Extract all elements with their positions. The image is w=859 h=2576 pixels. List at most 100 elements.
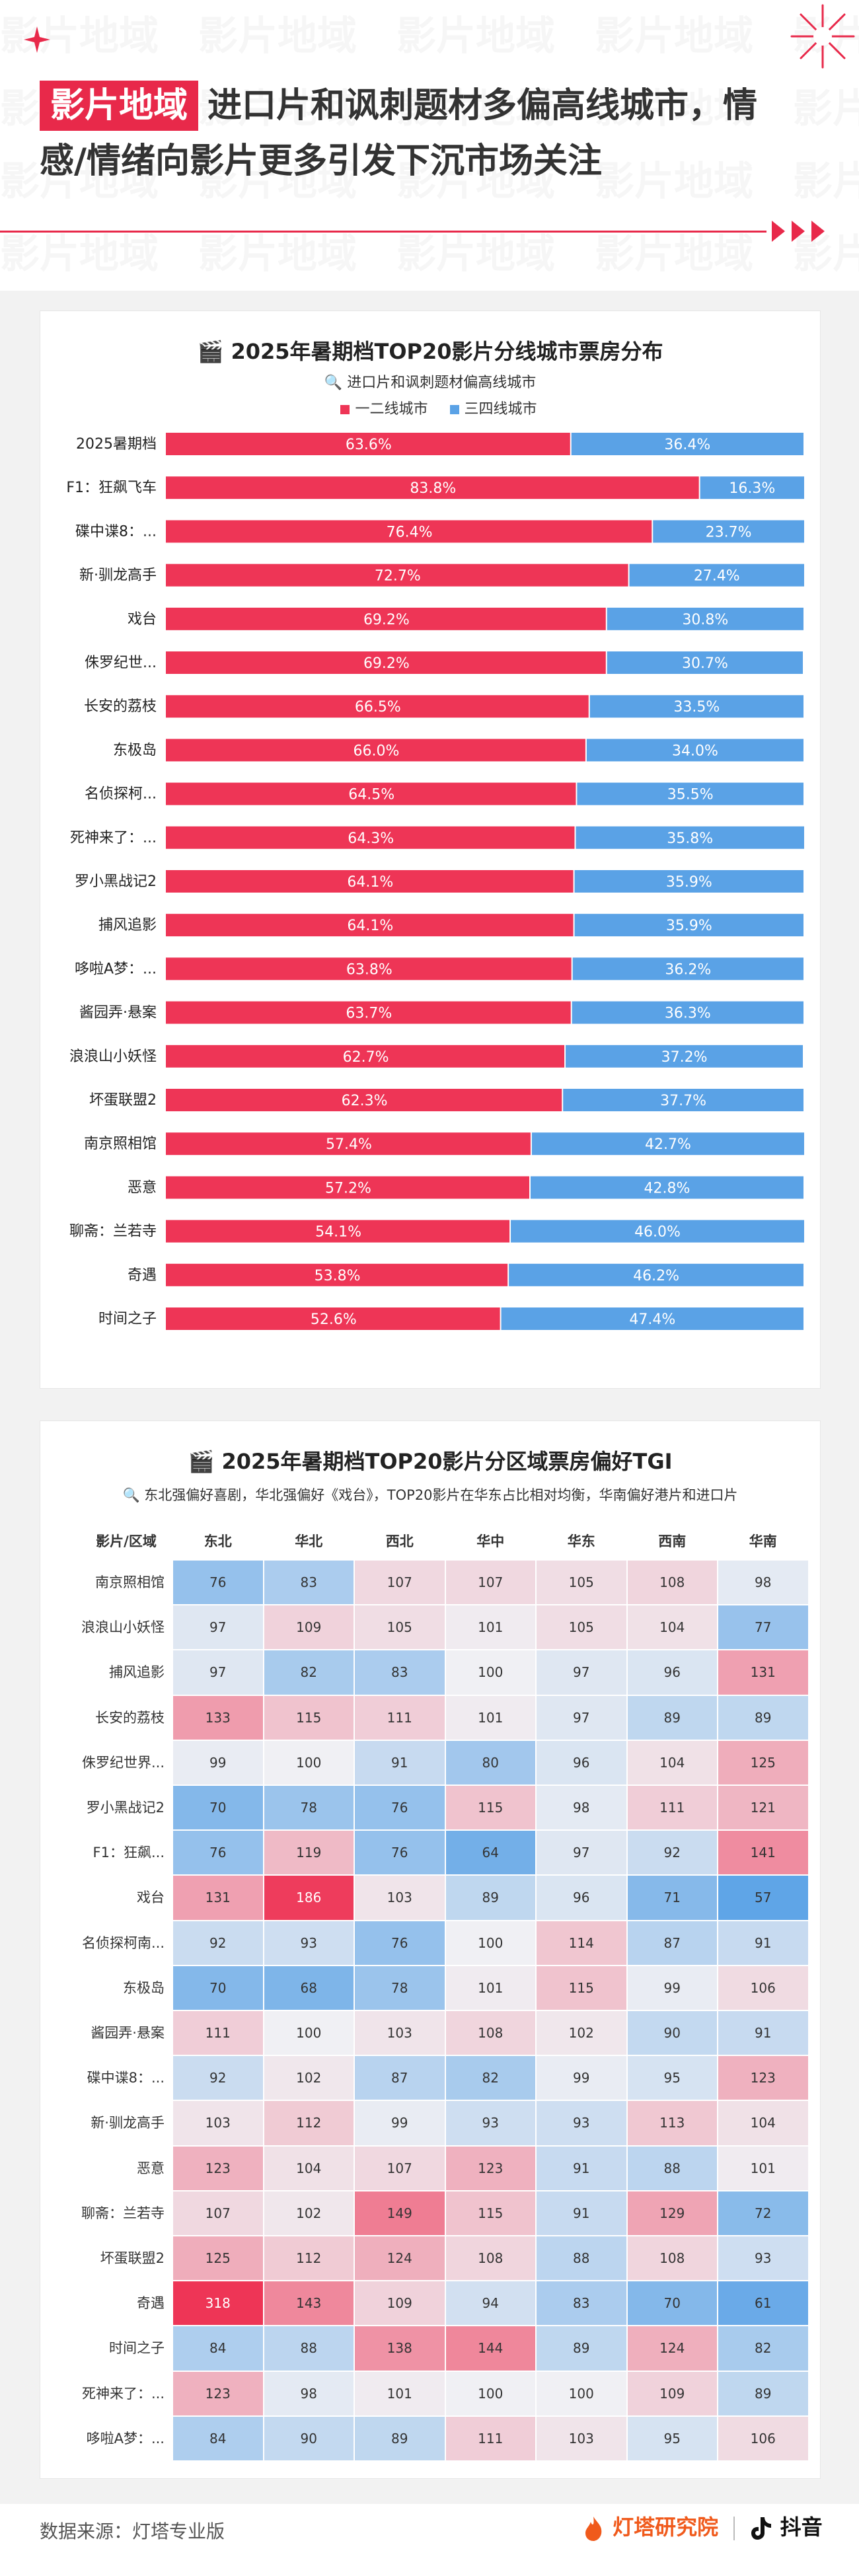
bar-high-tier [166, 607, 606, 630]
bar-chart-subtitle-text: 进口片和讽刺题材偏高线城市 [347, 375, 537, 391]
bar-high-value-label: 72.7% [375, 568, 421, 585]
bar-high-tier [166, 1001, 571, 1024]
heatmap-cell: 76 [173, 1831, 263, 1875]
magnifier-icon: 🔍 [324, 375, 343, 391]
heatmap-cell: 125 [173, 2236, 263, 2281]
bar-high-tier [166, 651, 606, 674]
bar-high-value-label: 66.5% [355, 699, 401, 716]
heatmap-row-label: 恶意 [137, 2160, 165, 2176]
heatmap-cell: 109 [264, 1605, 354, 1650]
bar-high-value-label: 64.3% [348, 830, 394, 847]
heatmap-cell: 121 [718, 1786, 808, 1830]
bar-low-value-label: 42.7% [645, 1136, 691, 1153]
heatmap-cell: 124 [627, 2326, 717, 2371]
bar-high-tier [166, 739, 585, 762]
bar-low-value-label: 36.2% [665, 961, 711, 978]
bar-high-tier [166, 520, 652, 543]
heatmap-cell: 102 [537, 2011, 626, 2055]
bar-low-tier [629, 564, 804, 587]
bar-low-value-label: 46.0% [634, 1224, 681, 1241]
heatmap-cell: 100 [537, 2371, 626, 2415]
bar-high-value-label: 57.4% [326, 1136, 372, 1153]
bar-high-value-label: 62.3% [342, 1093, 388, 1109]
bar-low-value-label: 36.4% [664, 437, 710, 453]
headline-line-1: 影片地域 进口片和讽刺题材多偏高线城市，情 [40, 78, 833, 133]
heatmap-cell: 104 [264, 2146, 354, 2190]
heatmap-row-label: 捕风追影 [109, 1664, 165, 1681]
category-label: 碟中谍8：... [75, 523, 157, 540]
category-label: 2025暑期档 [76, 436, 157, 453]
heatmap-cell: 87 [627, 1921, 717, 1965]
heatmap-row-label: 死神来了：... [81, 2385, 165, 2402]
data-source: 数据来源：灯塔专业版 [40, 2521, 225, 2542]
heatmap-cell: 113 [627, 2101, 717, 2145]
bar-chart-legend: 一二线城市 三四线城市 [40, 397, 820, 418]
heatmap-row-label: 聊斋：兰若寺 [81, 2205, 165, 2221]
heatmap-cell: 109 [627, 2371, 717, 2415]
heatmap-cell: 96 [627, 1650, 717, 1695]
heatmap-cell: 131 [718, 1650, 808, 1695]
legend-label-high: 一二线城市 [355, 401, 428, 418]
heatmap-cell: 125 [718, 1740, 808, 1785]
heatmap-cell: 93 [718, 2236, 808, 2281]
heatmap-cell: 123 [173, 2371, 263, 2415]
bar-low-tier [530, 1176, 803, 1199]
heatmap-cell: 141 [718, 1831, 808, 1875]
heatmap-cell: 95 [627, 2056, 717, 2100]
firework-icon [790, 4, 855, 69]
heatmap-cell: 97 [537, 1650, 626, 1695]
bar-low-value-label: 30.7% [682, 655, 728, 672]
heatmap-cell: 97 [537, 1695, 626, 1740]
heatmap-row-label: 浪浪山小妖怪 [81, 1619, 165, 1636]
heatmap-cell: 90 [627, 2011, 717, 2055]
headline-tag: 影片地域 [40, 81, 199, 131]
bar-low-tier [572, 1001, 803, 1024]
heatmap-cell: 144 [445, 2326, 535, 2371]
heatmap-cell: 101 [445, 1966, 535, 2010]
heatmap-cell: 115 [264, 1695, 354, 1740]
category-label: 戏台 [128, 611, 157, 628]
heatmap-cell: 107 [355, 1561, 445, 1605]
heatmap-cell: 111 [173, 2011, 263, 2055]
heatmap-column-label: 西南 [658, 1533, 687, 1549]
heatmap-cell: 129 [627, 2191, 717, 2235]
bar-low-tier [531, 1132, 804, 1156]
category-label: 侏罗纪世... [85, 655, 157, 671]
heatmap-cell: 89 [445, 1876, 535, 1920]
heatmap-cell: 123 [445, 2146, 535, 2190]
category-label: 东极岛 [113, 742, 157, 758]
heatmap-cell: 64 [445, 1831, 535, 1875]
category-label: 奇遇 [128, 1267, 157, 1284]
heatmap-cell: 106 [718, 2416, 808, 2460]
heatmap-row-label: 罗小黑战记2 [86, 1800, 165, 1816]
category-label: F1：狂飙飞车 [66, 480, 157, 496]
bar-chart-title-text: 2025年暑期档TOP20影片分线城市票房分布 [231, 339, 663, 364]
bar-low-tier [586, 739, 803, 762]
heatmap-cell: 88 [264, 2326, 354, 2371]
sparkle-icon [24, 26, 50, 53]
brand-divider [733, 2517, 735, 2540]
heatmap-cell: 104 [718, 2101, 808, 2145]
heatmap-cell: 77 [718, 1605, 808, 1650]
brand-douyin: 抖音 [780, 2515, 823, 2540]
heatmap-cell: 92 [627, 1831, 717, 1875]
heatmap-row-label: 南京照相馆 [95, 1574, 165, 1590]
bar-low-tier [607, 651, 803, 674]
heatmap-cell: 83 [264, 1561, 354, 1605]
heatmap-cell: 114 [537, 1921, 626, 1965]
bar-high-tier [166, 1220, 510, 1243]
bar-low-value-label: 27.4% [694, 568, 740, 585]
bar-low-tier [653, 520, 804, 543]
headline-text-1: 进口片和讽刺题材多偏高线城市，情 [207, 86, 758, 126]
category-label: 死神来了：... [70, 830, 157, 846]
heatmap-cell: 102 [264, 2056, 354, 2100]
heatmap-row-label: 坏蛋联盟2 [100, 2250, 165, 2266]
bar-low-value-label: 35.5% [667, 787, 714, 803]
bar-high-value-label: 62.7% [343, 1049, 389, 1066]
heatmap-cell: 115 [537, 1966, 626, 2010]
category-label: 南京照相馆 [84, 1136, 157, 1152]
heatmap-cell: 97 [537, 1831, 626, 1875]
bar-high-tier [166, 564, 628, 587]
heatmap-cell: 94 [445, 2281, 535, 2326]
heatmap-cell: 100 [445, 2371, 535, 2415]
